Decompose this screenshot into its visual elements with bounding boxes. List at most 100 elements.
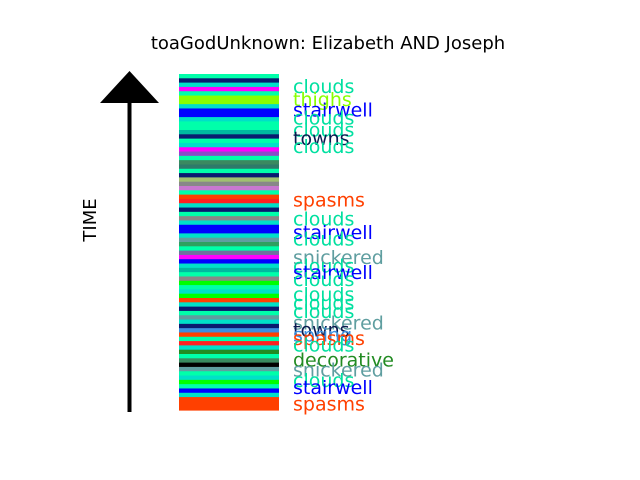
stripe xyxy=(179,134,279,140)
time-arrow-head xyxy=(100,71,159,103)
stripe xyxy=(179,108,279,114)
word-label: towns xyxy=(293,319,350,341)
stripe xyxy=(179,302,279,308)
stripe xyxy=(179,181,279,187)
stripe xyxy=(179,164,279,170)
word-label: stairwell xyxy=(293,262,373,284)
word-label: spasms xyxy=(293,393,365,415)
stripe xyxy=(179,384,279,390)
stripe xyxy=(179,125,279,131)
stripe xyxy=(179,276,279,282)
stripe xyxy=(179,332,279,338)
stripe xyxy=(179,112,279,118)
stripe xyxy=(179,345,279,351)
stripe xyxy=(179,216,279,222)
word-label: clouds xyxy=(293,136,354,158)
stripe xyxy=(179,323,279,329)
stripe xyxy=(179,246,279,252)
word-label: clouds xyxy=(293,256,354,278)
stripe xyxy=(179,147,279,153)
y-axis-label: TIME xyxy=(80,198,101,242)
word-label: stairwell xyxy=(293,99,373,121)
word-label: decorative xyxy=(293,350,394,372)
stripe xyxy=(179,405,279,411)
stripe xyxy=(179,194,279,200)
word-label: thighs xyxy=(293,89,352,111)
stripe xyxy=(179,371,279,377)
stripe xyxy=(179,315,279,321)
stripe xyxy=(179,173,279,178)
word-label: clouds xyxy=(293,293,354,315)
stripe xyxy=(179,198,279,204)
stripe xyxy=(179,74,279,79)
stripe xyxy=(179,220,279,226)
stripe xyxy=(179,160,279,166)
stripe xyxy=(179,82,279,88)
stripe xyxy=(179,306,279,312)
word-label: clouds xyxy=(293,284,354,306)
stripe xyxy=(179,362,279,368)
word-label: clouds xyxy=(293,370,354,392)
stripe xyxy=(179,237,279,243)
stripe xyxy=(179,397,279,402)
stripe xyxy=(179,293,279,299)
stripe xyxy=(179,310,279,316)
stripe xyxy=(179,117,279,122)
stripe xyxy=(179,229,279,234)
stripe xyxy=(179,298,279,303)
stripe xyxy=(179,211,279,217)
word-label: clouds xyxy=(293,108,354,130)
stripe xyxy=(179,95,279,101)
word-label: clouds xyxy=(293,269,354,291)
stripe xyxy=(179,121,279,127)
word-label: spring xyxy=(293,324,352,346)
stripe xyxy=(179,186,279,191)
stripe xyxy=(179,336,279,342)
stripe xyxy=(179,142,279,148)
stripe xyxy=(179,328,279,334)
stripe xyxy=(179,354,279,359)
word-label: stairwell xyxy=(293,222,373,244)
stripe xyxy=(179,151,279,157)
stripe xyxy=(179,91,279,97)
stripe xyxy=(179,250,279,256)
word-label: clouds xyxy=(293,209,354,231)
stripe xyxy=(179,190,279,196)
stripe xyxy=(179,341,279,346)
stripe xyxy=(179,289,279,295)
time-axis xyxy=(100,71,159,412)
stripe xyxy=(179,285,279,290)
stripe xyxy=(179,177,279,183)
stripe xyxy=(179,130,279,135)
stripe-bar xyxy=(179,74,279,411)
word-label: spasms xyxy=(293,328,365,350)
stripe xyxy=(179,272,279,278)
word-label: snickered xyxy=(293,313,384,335)
stripe xyxy=(179,263,279,269)
stripe xyxy=(179,375,279,381)
word-label: clouds xyxy=(293,229,354,251)
word-labels: cloudsthighsstairwellcloudscloudstownscl… xyxy=(293,76,394,415)
stripe xyxy=(179,254,279,260)
stripe xyxy=(179,366,279,372)
stripe xyxy=(179,155,279,161)
stripe xyxy=(179,104,279,110)
chart-title: toaGodUnknown: Elizabeth AND Joseph xyxy=(151,33,505,54)
stripe xyxy=(179,349,279,355)
stripe xyxy=(179,86,279,92)
word-label: spasms xyxy=(293,189,365,211)
word-label: snickered xyxy=(293,247,384,269)
stripe xyxy=(179,224,279,230)
word-label: snickered xyxy=(293,360,384,382)
word-label: clouds xyxy=(293,119,354,141)
stripe xyxy=(179,392,279,398)
stripe xyxy=(179,233,279,239)
stripe xyxy=(179,401,279,407)
word-label: clouds xyxy=(293,301,354,323)
stripe xyxy=(179,379,279,385)
stripe xyxy=(179,207,279,213)
stripe xyxy=(179,203,279,209)
stripe xyxy=(179,138,279,144)
stripe xyxy=(179,78,279,84)
